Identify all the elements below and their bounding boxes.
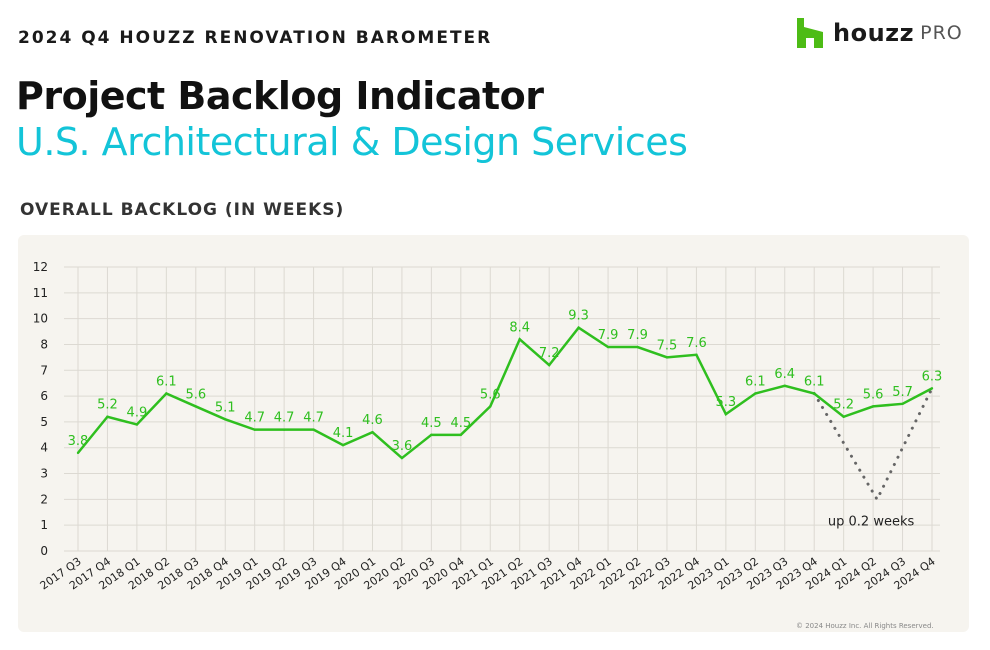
data-label: 5.2 <box>833 398 854 413</box>
y-tick-label: 6 <box>40 389 48 403</box>
y-tick-label: 3 <box>40 467 48 481</box>
data-point <box>341 443 345 447</box>
page-subtitle: U.S. Architectural & Design Services <box>16 120 688 164</box>
data-label: 7.6 <box>686 336 707 351</box>
y-tick-label: 4 <box>40 441 48 455</box>
y-tick-label: 7 <box>40 363 48 377</box>
data-label: 7.2 <box>539 346 560 361</box>
data-label: 4.1 <box>333 426 354 441</box>
annotation-dotted-v <box>812 386 934 503</box>
report-tag: 2024 Q4 HOUZZ RENOVATION BAROMETER <box>18 28 493 48</box>
data-label: 5.6 <box>863 387 884 402</box>
y-tick-label: 11 <box>33 286 48 300</box>
data-point <box>842 415 845 418</box>
data-label: 4.7 <box>274 411 295 426</box>
houzz-logo-icon <box>797 18 823 48</box>
data-point <box>636 345 639 349</box>
y-tick-label: 0 <box>40 544 48 558</box>
chart-heading: OVERALL BACKLOG (IN WEEKS) <box>20 200 345 220</box>
data-label: 6.4 <box>774 367 795 382</box>
data-label: 9.3 <box>568 309 589 324</box>
data-label: 5.6 <box>185 387 206 402</box>
logo-word: houzz <box>833 19 915 47</box>
y-tick-label: 12 <box>33 260 48 274</box>
data-point <box>871 405 875 408</box>
data-point <box>106 415 109 418</box>
data-point <box>724 412 728 416</box>
data-point <box>930 387 934 390</box>
data-point <box>901 402 904 406</box>
data-label: 5.2 <box>97 398 118 413</box>
data-label: 7.9 <box>598 328 619 343</box>
data-label: 6.1 <box>745 375 766 390</box>
data-point <box>224 418 227 421</box>
data-point <box>695 353 698 356</box>
data-point <box>547 363 551 367</box>
data-point <box>754 392 757 395</box>
data-point <box>665 356 669 359</box>
data-point <box>194 405 197 408</box>
data-point <box>165 392 168 395</box>
data-point <box>813 392 816 395</box>
y-tick-label: 2 <box>40 492 48 506</box>
data-label: 8.4 <box>509 320 530 335</box>
data-point <box>459 433 463 437</box>
y-tick-label: 5 <box>40 415 48 429</box>
logo-pro: PRO <box>920 22 963 44</box>
data-label: 4.7 <box>244 411 265 426</box>
houzz-pro-logo: houzz PRO <box>797 16 963 50</box>
data-point <box>135 423 139 426</box>
data-point <box>400 456 404 460</box>
chart-panel <box>18 235 969 632</box>
data-point <box>430 433 433 437</box>
data-point <box>282 428 286 431</box>
data-label: 7.9 <box>627 328 648 343</box>
data-point <box>371 431 374 434</box>
page-title: Project Backlog Indicator <box>16 74 544 118</box>
series-line <box>77 325 933 460</box>
data-point <box>518 338 521 341</box>
data-point <box>76 451 80 455</box>
data-label: 7.5 <box>657 338 678 353</box>
data-label: 4.6 <box>362 413 383 428</box>
data-label: 3.8 <box>68 434 89 449</box>
copyright-notice: © 2024 Houzz Inc. All Rights Reserved. <box>796 622 934 630</box>
data-label: 5.6 <box>480 387 501 402</box>
y-tick-label: 8 <box>40 337 48 351</box>
data-label: 5.7 <box>892 385 913 400</box>
data-label: 4.5 <box>421 416 442 431</box>
data-label: 3.6 <box>392 439 413 454</box>
data-label: 4.5 <box>450 416 471 431</box>
data-label: 4.7 <box>303 411 324 426</box>
data-label: 6.3 <box>922 369 943 384</box>
data-label: 4.9 <box>127 405 148 420</box>
y-tick-label: 1 <box>40 518 48 532</box>
data-label: 6.1 <box>804 375 825 390</box>
data-label: 5.1 <box>215 400 236 415</box>
data-point <box>606 345 610 349</box>
data-label: 6.1 <box>156 375 177 390</box>
y-tick-label: 10 <box>33 312 48 326</box>
annotation-label: up 0.2 weeks <box>828 514 915 529</box>
data-point <box>489 405 492 408</box>
data-point <box>577 326 580 329</box>
data-point <box>253 428 256 431</box>
data-point <box>312 428 315 431</box>
data-point <box>783 384 786 387</box>
data-label: 5.3 <box>716 395 737 410</box>
